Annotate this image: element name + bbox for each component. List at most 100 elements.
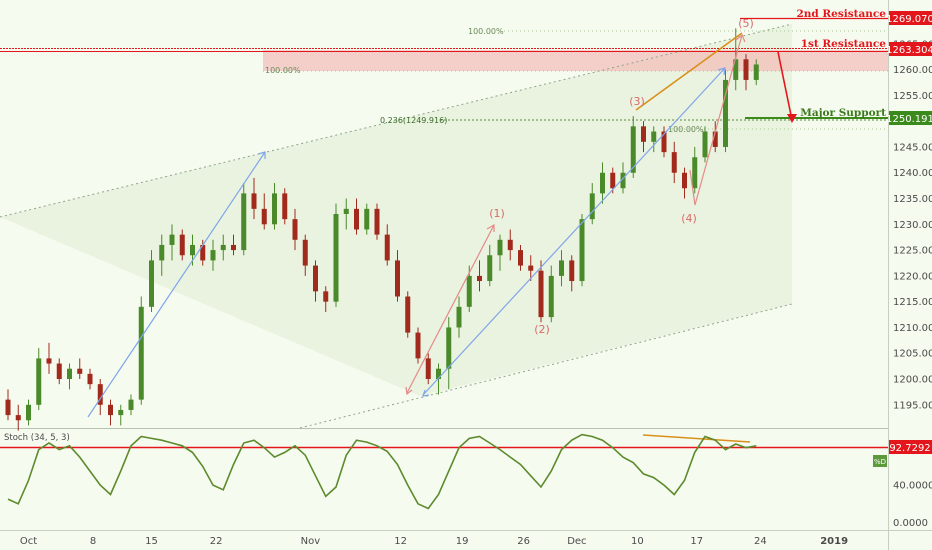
candle-body <box>36 358 42 405</box>
time-tick-label: 2019 <box>820 536 848 547</box>
candle-body <box>682 172 687 189</box>
candle-body <box>712 131 718 147</box>
candle-body <box>589 193 595 220</box>
time-tick-label: Oct <box>20 536 37 547</box>
candle-body <box>641 126 646 142</box>
candle-body <box>425 358 431 380</box>
candle-body <box>302 239 308 266</box>
major-support-value: 1250.191 <box>886 114 932 125</box>
first-resistance-value: 1263.304 <box>886 45 932 56</box>
price-tick-label: 1245.000 <box>893 142 932 153</box>
trend-arrow-2-tail <box>422 389 430 397</box>
time-tick-label: 26 <box>517 536 530 547</box>
divergence-price-line <box>635 32 743 111</box>
candle-body <box>231 244 236 251</box>
trend-arrow-1-head <box>257 151 266 159</box>
candle-body <box>497 239 503 256</box>
impulse-arrow-1-head <box>486 223 495 232</box>
candle-body <box>620 172 626 189</box>
candle-body <box>292 219 298 240</box>
price-tick-label: 1195.000 <box>893 400 932 411</box>
candle-body <box>743 59 749 80</box>
impulse-arrows <box>405 34 746 396</box>
candle-body <box>518 250 523 266</box>
candle-body <box>179 234 185 256</box>
stochastic-d-label: %D <box>874 458 886 466</box>
time-tick-label: 8 <box>90 536 96 547</box>
candle-body <box>128 399 134 410</box>
time-tick-label: 12 <box>394 536 407 547</box>
candle-body <box>46 358 52 364</box>
divergence-stochastic-line <box>642 434 751 443</box>
candle-body <box>405 296 411 333</box>
candle-body <box>579 219 585 282</box>
time-tick-label: 10 <box>631 536 644 547</box>
time-tick-label: 22 <box>210 536 223 547</box>
forecast-arrowhead <box>787 114 797 123</box>
second-resistance-label: 2nd Resistance <box>796 8 886 20</box>
major-support-badge <box>889 111 932 125</box>
candle-body <box>200 244 206 261</box>
candle-body <box>210 250 216 261</box>
candle-body <box>56 363 62 380</box>
wave-label-4: (4) <box>681 212 697 225</box>
trend-arrow-2 <box>422 67 726 396</box>
time-tick-label: 19 <box>456 536 469 547</box>
price-tick-label: 1205.000 <box>893 349 932 360</box>
candle-body <box>138 306 144 400</box>
candle-body <box>723 79 728 147</box>
candle-body <box>528 265 534 271</box>
candle-body <box>118 409 124 416</box>
first-resistance-badge <box>889 42 932 56</box>
channel-upper-line <box>0 23 793 218</box>
fib-left-label: 100.00% <box>265 66 301 75</box>
candle-body <box>333 214 339 302</box>
candle-body <box>507 239 513 251</box>
time-tick-label: 15 <box>145 536 158 547</box>
candle-body <box>272 193 277 225</box>
price-tick-label: 1255.000 <box>893 91 932 102</box>
stochastic-tick-label: 40.0000 <box>893 481 932 492</box>
wave-label-3: (3) <box>629 95 645 108</box>
forecast-arrow <box>777 51 793 121</box>
candle-body <box>220 244 226 251</box>
trend-arrow-1 <box>87 151 266 418</box>
candle-body <box>190 244 195 256</box>
price-tick-label: 1230.000 <box>893 220 932 231</box>
time-tick-label: Nov <box>301 536 321 547</box>
price-tick-label: 1240.000 <box>893 168 932 179</box>
stochastic-value: 92.7292 <box>889 443 930 454</box>
candle-body <box>651 131 657 142</box>
candle-body <box>384 234 390 261</box>
time-tick-label: 17 <box>690 536 703 547</box>
impulse-arrow-1-tail <box>405 386 413 396</box>
trend-arrows <box>87 67 726 418</box>
candle-body <box>313 265 318 292</box>
candle-body <box>702 131 708 158</box>
candle-body <box>364 208 370 230</box>
candle-body <box>733 59 739 80</box>
candle-body <box>67 368 72 380</box>
candle-body <box>477 275 482 282</box>
price-axis: 1195.000 1200.000 1205.000 1210.000 1215.000… <box>893 14 932 412</box>
candle-body <box>538 270 544 318</box>
fib-retracement-label: 0.236(1249.916) <box>380 116 447 125</box>
price-tick-label: 1200.000 <box>893 375 932 386</box>
candle-body <box>15 415 21 421</box>
resistance-zone <box>263 50 888 71</box>
price-tick-label: 1210.000 <box>893 323 932 334</box>
candle-body <box>354 208 359 230</box>
time-tick-label: 24 <box>754 536 767 547</box>
candle-body <box>149 260 154 307</box>
major-support-label: Major Support <box>800 107 886 119</box>
first-resistance-label: 1st Resistance <box>801 38 887 50</box>
candle-body <box>97 384 103 405</box>
candle-body <box>661 131 667 153</box>
candle-body <box>548 275 554 318</box>
stochastic-line <box>7 433 757 510</box>
candle-body <box>395 260 400 297</box>
price-tick-label: 1220.000 <box>893 271 932 282</box>
